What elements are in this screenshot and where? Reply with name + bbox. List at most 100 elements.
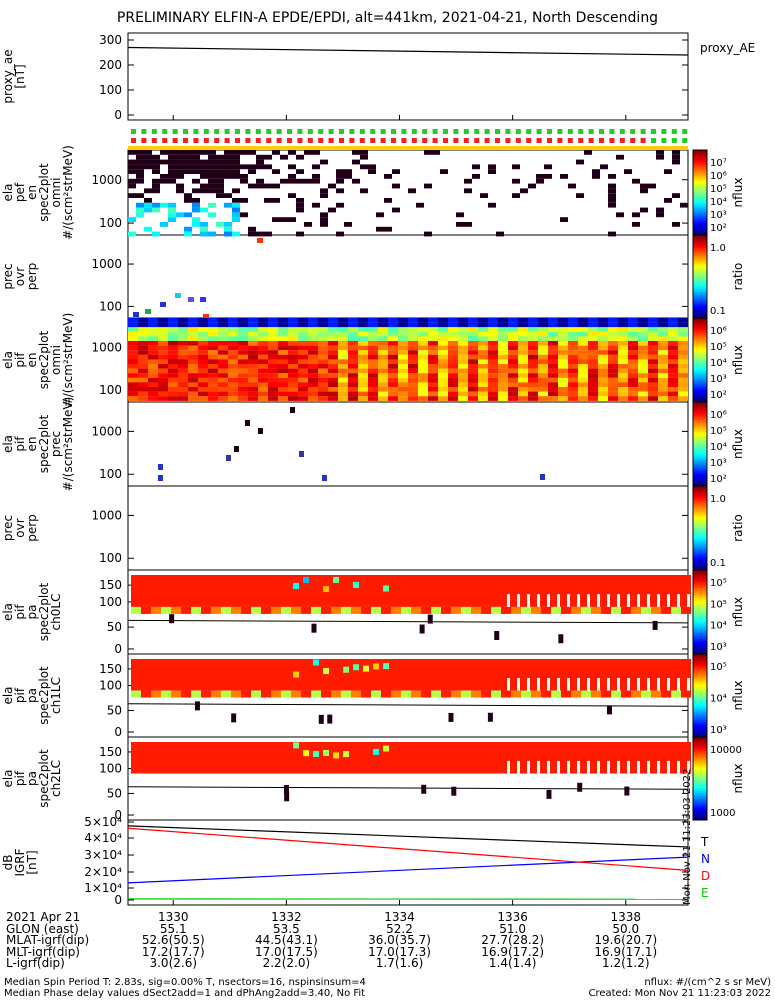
- pif-cell: [308, 331, 318, 337]
- pa-cell: [401, 690, 411, 698]
- colorbar-cell: [693, 278, 707, 282]
- status-dot-red: [526, 138, 532, 143]
- pa-cell: [313, 750, 319, 757]
- pif-cell: [358, 373, 368, 378]
- pif-cell: [478, 368, 488, 374]
- pef-cell: [336, 188, 344, 194]
- pif-cell: [478, 331, 488, 337]
- colorbar-cell: [693, 305, 707, 309]
- pif-cell: [318, 391, 328, 397]
- ylabel-prec_pif-3: spec2plot: [37, 414, 51, 473]
- pif-cell: [568, 318, 578, 323]
- pif-cell: [378, 318, 388, 323]
- pa-cell: [221, 659, 231, 691]
- pif-cell: [628, 322, 638, 328]
- pa-cell: [311, 575, 321, 607]
- pif-cell: [648, 391, 658, 397]
- colorbar-cell: [693, 768, 707, 771]
- pif-cell: [508, 336, 518, 342]
- pif-cell: [458, 359, 468, 365]
- pif-cell: [458, 377, 468, 383]
- pif-cell: [208, 382, 218, 388]
- pif-cell: [678, 345, 688, 351]
- colorbar-frame-pa2: [692, 736, 708, 821]
- pif-cell: [308, 387, 318, 392]
- pif-cell: [148, 359, 158, 365]
- colorbar-cell: [693, 751, 707, 755]
- pif-cell: [268, 377, 278, 383]
- ephem-value: 16.9(17.1): [594, 944, 658, 959]
- cbar-label-pa0: nflux: [731, 597, 745, 627]
- pif-cell: [558, 359, 568, 365]
- pef-cell: [200, 207, 208, 213]
- pef-cell: [608, 231, 616, 237]
- pa-cell: [151, 742, 161, 774]
- pif-cell: [678, 350, 688, 355]
- colorbar-cell: [693, 351, 707, 355]
- colorbar-cell: [693, 622, 707, 626]
- pa-cell: [531, 575, 541, 607]
- pif-cell: [638, 368, 648, 374]
- pif-cell: [408, 336, 418, 342]
- pa-cell: [211, 606, 221, 614]
- pif-cell: [428, 364, 438, 369]
- pif-cell: [398, 331, 408, 337]
- colorbar-cell: [693, 251, 707, 255]
- pif-cell: [258, 368, 268, 374]
- pif-cell: [148, 377, 158, 383]
- colorbar-cell: [693, 454, 707, 458]
- pa-cell: [611, 690, 621, 698]
- ylabel-prec_pif-1: pif: [13, 436, 27, 452]
- pif-cell: [268, 341, 278, 346]
- status-dot-red: [318, 138, 324, 143]
- pa-cell: [391, 742, 401, 774]
- pif-cell: [408, 396, 418, 401]
- pif-cell: [138, 327, 148, 332]
- colorbar-cell: [693, 755, 707, 759]
- pif-cell: [348, 350, 358, 355]
- pif-cell: [208, 368, 218, 374]
- pa-cell: [221, 575, 231, 607]
- pif-cell: [208, 318, 218, 323]
- pif-cell: [448, 341, 458, 346]
- pif-cell: [498, 350, 508, 355]
- status-dot-red: [599, 138, 604, 143]
- pif-cell: [618, 382, 628, 388]
- pif-cell: [208, 345, 218, 351]
- pa-cell: [351, 606, 361, 614]
- pef-cell: [208, 150, 216, 155]
- colorbar-cell: [693, 420, 707, 424]
- pif-cell: [448, 359, 458, 365]
- pif-cell: [188, 341, 198, 346]
- pif-cell: [238, 327, 248, 332]
- colorbar-cell: [693, 291, 707, 294]
- status-dot-red: [443, 138, 448, 143]
- pif-cell: [298, 350, 308, 355]
- status-dot-green: [432, 129, 438, 134]
- pif-cell: [548, 341, 558, 346]
- status-dot-green: [671, 129, 677, 134]
- pif-cell: [438, 327, 448, 332]
- pif-cell: [188, 354, 198, 360]
- pif-cell: [348, 318, 358, 323]
- pif-cell: [278, 387, 288, 392]
- pif-cell: [198, 331, 208, 337]
- status-dot-red: [422, 138, 428, 143]
- pef-cell: [160, 178, 168, 184]
- pef-cell: [296, 154, 304, 160]
- pif-cell: [328, 382, 338, 388]
- pef-cell: [616, 212, 624, 218]
- pif-cell: [438, 354, 448, 360]
- cbar-tick-elepef-3: 10⁴: [710, 197, 727, 208]
- pef-cell: [232, 169, 240, 174]
- ratio-dot: [203, 314, 209, 319]
- pif-cell: [348, 377, 358, 383]
- pif-cell: [338, 350, 348, 355]
- pif-cell: [508, 331, 518, 337]
- colorbar-cell: [693, 676, 707, 680]
- pa-gap: [587, 594, 590, 607]
- pa-cell: [241, 575, 251, 607]
- pif-cell: [128, 327, 138, 332]
- pef-cell: [152, 202, 160, 208]
- pef-cell: [376, 226, 384, 232]
